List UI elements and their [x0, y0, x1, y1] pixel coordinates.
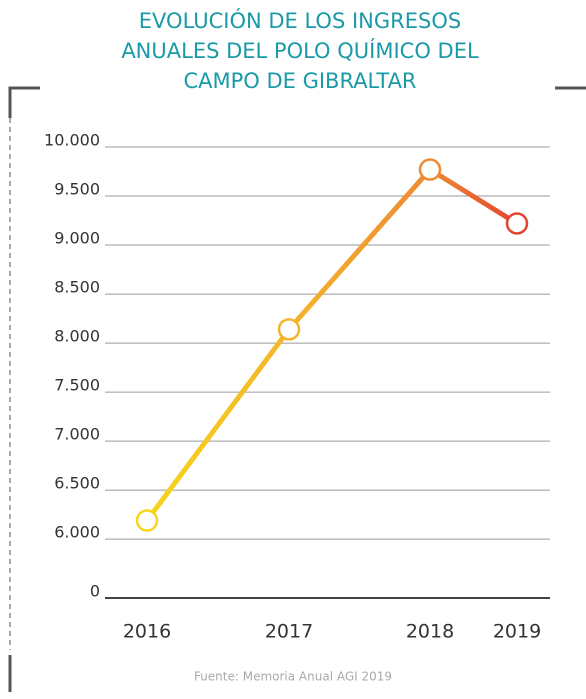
y-tick-label: 6.000: [54, 523, 100, 542]
chart-title: ANUALES DEL POLO QUÍMICO DEL: [121, 38, 479, 63]
y-tick-label: 7.000: [54, 425, 100, 444]
y-tick-label: 7.500: [54, 376, 100, 395]
y-tick-label: 8.000: [54, 327, 100, 346]
point: [505, 212, 529, 235]
y-tick-label: 6.500: [54, 474, 100, 493]
x-tick-label: 2019: [493, 621, 541, 643]
point: [135, 509, 159, 532]
point: [418, 158, 442, 181]
y-tick-label: 9.500: [54, 180, 100, 199]
x-tick-label: 2017: [265, 621, 313, 643]
source-note: Fuente: Memoria Anual AGI 2019: [194, 670, 392, 684]
x-tick-label: 2018: [406, 621, 454, 643]
point: [277, 318, 301, 341]
chart-title: EVOLUCIÓN DE LOS INGRESOS: [139, 8, 461, 33]
y-tick-label: 10.000: [44, 131, 100, 150]
chart-title: CAMPO DE GIBRALTAR: [183, 69, 416, 93]
y-tick-label: 8.500: [54, 278, 100, 297]
frame: [8, 86, 586, 692]
y-tick-label: 0: [90, 582, 100, 601]
x-tick-label: 2016: [123, 621, 171, 643]
y-tick-label: 9.000: [54, 229, 100, 248]
line: [144, 167, 519, 523]
